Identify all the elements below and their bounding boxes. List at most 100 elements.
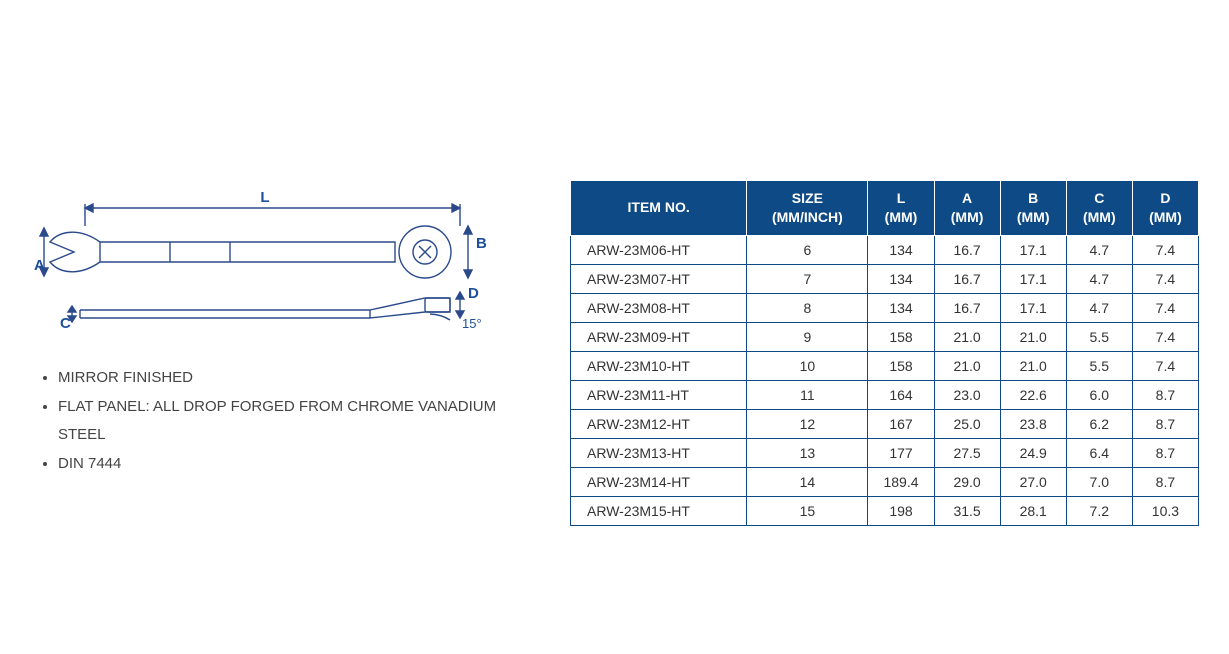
cell-L: 198 — [868, 496, 934, 525]
feature-list: MIRROR FINISHED FLAT PANEL: ALL DROP FOR… — [58, 364, 540, 478]
cell-D: 8.7 — [1132, 438, 1198, 467]
cell-C: 7.0 — [1066, 467, 1132, 496]
cell-D: 7.4 — [1132, 293, 1198, 322]
cell-size: 13 — [747, 438, 868, 467]
cell-C: 4.7 — [1066, 264, 1132, 293]
cell-C: 5.5 — [1066, 322, 1132, 351]
dim-label-B: B — [476, 235, 487, 252]
table-row: ARW-23M15-HT1519831.528.17.210.3 — [571, 496, 1199, 525]
cell-B: 17.1 — [1000, 235, 1066, 264]
cell-L: 189.4 — [868, 467, 934, 496]
cell-item: ARW-23M14-HT — [571, 467, 747, 496]
cell-D: 8.7 — [1132, 467, 1198, 496]
cell-item: ARW-23M06-HT — [571, 235, 747, 264]
cell-D: 7.4 — [1132, 235, 1198, 264]
cell-size: 6 — [747, 235, 868, 264]
cell-L: 158 — [868, 322, 934, 351]
cell-L: 134 — [868, 293, 934, 322]
cell-L: 134 — [868, 264, 934, 293]
cell-item: ARW-23M08-HT — [571, 293, 747, 322]
cell-B: 21.0 — [1000, 322, 1066, 351]
spec-table-body: ARW-23M06-HT613416.717.14.77.4ARW-23M07-… — [571, 235, 1199, 525]
cell-L: 134 — [868, 235, 934, 264]
cell-item: ARW-23M10-HT — [571, 351, 747, 380]
cell-A: 25.0 — [934, 409, 1000, 438]
cell-size: 7 — [747, 264, 868, 293]
cell-A: 16.7 — [934, 264, 1000, 293]
spec-table-header: ITEM NO.SIZE(MM/INCH)L(MM)A(MM)B(MM)C(MM… — [571, 181, 1199, 236]
cell-B: 28.1 — [1000, 496, 1066, 525]
cell-C: 4.7 — [1066, 235, 1132, 264]
dim-label-D: D — [468, 285, 479, 302]
cell-A: 29.0 — [934, 467, 1000, 496]
cell-D: 7.4 — [1132, 264, 1198, 293]
table-row: ARW-23M14-HT14189.429.027.07.08.7 — [571, 467, 1199, 496]
col-header-B: B(MM) — [1000, 181, 1066, 236]
cell-D: 8.7 — [1132, 380, 1198, 409]
cell-A: 21.0 — [934, 351, 1000, 380]
table-row: ARW-23M06-HT613416.717.14.77.4 — [571, 235, 1199, 264]
left-panel: L A B C D 15° MIRROR FINISHED FLAT PANEL… — [30, 20, 540, 478]
cell-C: 6.0 — [1066, 380, 1132, 409]
cell-D: 8.7 — [1132, 409, 1198, 438]
cell-C: 7.2 — [1066, 496, 1132, 525]
table-row: ARW-23M12-HT1216725.023.86.28.7 — [571, 409, 1199, 438]
col-header-C: C(MM) — [1066, 181, 1132, 236]
table-row: ARW-23M11-HT1116423.022.66.08.7 — [571, 380, 1199, 409]
feature-item: DIN 7444 — [58, 450, 540, 479]
col-header-L: L(MM) — [868, 181, 934, 236]
cell-B: 17.1 — [1000, 264, 1066, 293]
cell-C: 6.4 — [1066, 438, 1132, 467]
cell-size: 8 — [747, 293, 868, 322]
col-header-item: ITEM NO. — [571, 181, 747, 236]
col-header-A: A(MM) — [934, 181, 1000, 236]
wrench-diagram: L A B C D 15° — [30, 180, 490, 340]
cell-A: 16.7 — [934, 235, 1000, 264]
cell-B: 27.0 — [1000, 467, 1066, 496]
cell-C: 4.7 — [1066, 293, 1132, 322]
dim-label-A: A — [34, 257, 45, 274]
table-row: ARW-23M07-HT713416.717.14.77.4 — [571, 264, 1199, 293]
cell-item: ARW-23M15-HT — [571, 496, 747, 525]
cell-A: 21.0 — [934, 322, 1000, 351]
cell-D: 10.3 — [1132, 496, 1198, 525]
cell-L: 167 — [868, 409, 934, 438]
col-header-D: D(MM) — [1132, 181, 1198, 236]
cell-D: 7.4 — [1132, 351, 1198, 380]
table-row: ARW-23M13-HT1317727.524.96.48.7 — [571, 438, 1199, 467]
dim-label-L: L — [260, 189, 269, 206]
dim-label-C: C — [60, 315, 71, 332]
feature-item: FLAT PANEL: ALL DROP FORGED FROM CHROME … — [58, 393, 540, 450]
cell-L: 158 — [868, 351, 934, 380]
cell-item: ARW-23M12-HT — [571, 409, 747, 438]
cell-A: 27.5 — [934, 438, 1000, 467]
feature-item: MIRROR FINISHED — [58, 364, 540, 393]
spec-table: ITEM NO.SIZE(MM/INCH)L(MM)A(MM)B(MM)C(MM… — [570, 180, 1199, 526]
cell-item: ARW-23M09-HT — [571, 322, 747, 351]
right-panel: ITEM NO.SIZE(MM/INCH)L(MM)A(MM)B(MM)C(MM… — [570, 20, 1199, 526]
cell-D: 7.4 — [1132, 322, 1198, 351]
cell-B: 22.6 — [1000, 380, 1066, 409]
cell-item: ARW-23M11-HT — [571, 380, 747, 409]
cell-item: ARW-23M07-HT — [571, 264, 747, 293]
cell-size: 9 — [747, 322, 868, 351]
cell-size: 10 — [747, 351, 868, 380]
cell-B: 17.1 — [1000, 293, 1066, 322]
cell-A: 16.7 — [934, 293, 1000, 322]
cell-A: 31.5 — [934, 496, 1000, 525]
cell-item: ARW-23M13-HT — [571, 438, 747, 467]
cell-B: 21.0 — [1000, 351, 1066, 380]
cell-size: 15 — [747, 496, 868, 525]
cell-size: 11 — [747, 380, 868, 409]
cell-B: 24.9 — [1000, 438, 1066, 467]
cell-size: 12 — [747, 409, 868, 438]
cell-A: 23.0 — [934, 380, 1000, 409]
cell-C: 6.2 — [1066, 409, 1132, 438]
dim-label-angle: 15° — [462, 316, 482, 331]
table-row: ARW-23M10-HT1015821.021.05.57.4 — [571, 351, 1199, 380]
cell-L: 164 — [868, 380, 934, 409]
col-header-size: SIZE(MM/INCH) — [747, 181, 868, 236]
cell-L: 177 — [868, 438, 934, 467]
cell-C: 5.5 — [1066, 351, 1132, 380]
table-row: ARW-23M09-HT915821.021.05.57.4 — [571, 322, 1199, 351]
